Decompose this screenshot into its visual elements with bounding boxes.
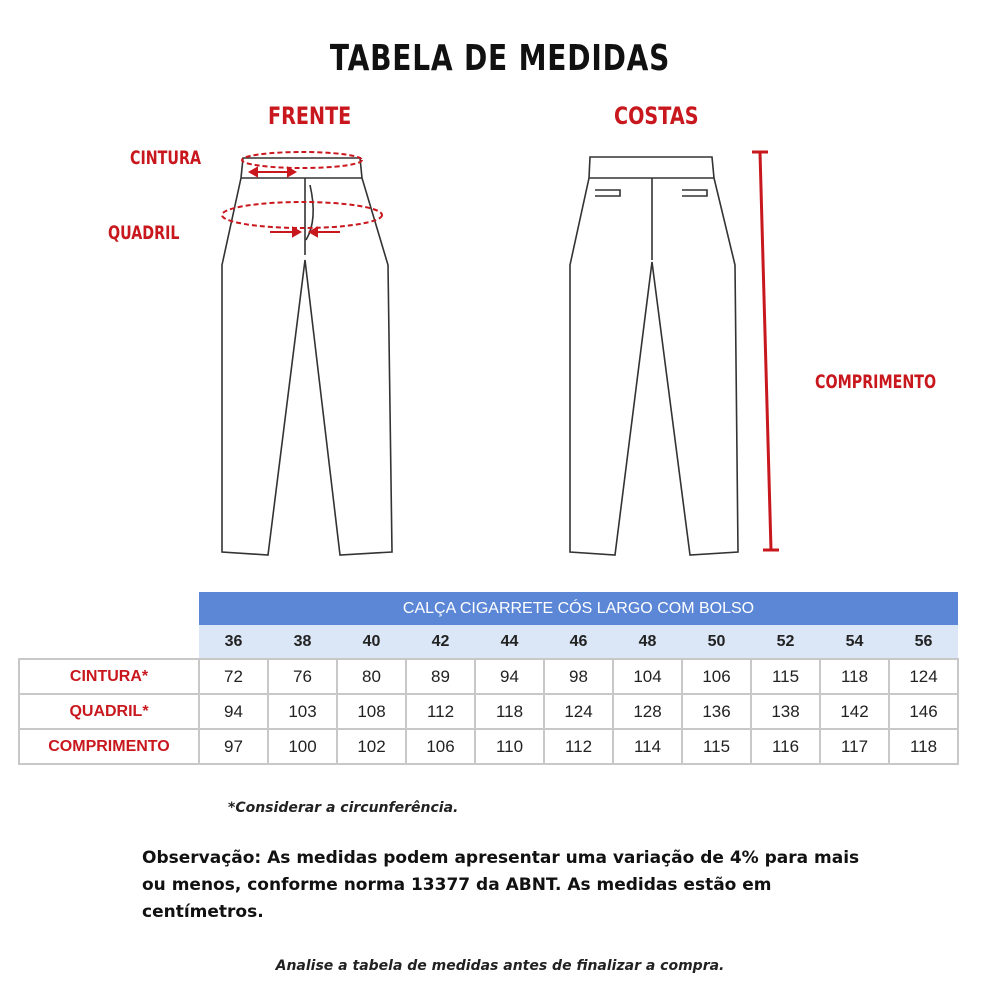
table-row: CINTURA* 72 76 80 89 94 98 104 106 115 118 124 (18, 658, 959, 695)
length-arrow (752, 150, 779, 552)
page-title: TABELA DE MEDIDAS (329, 38, 671, 79)
back-label: COSTAS (614, 102, 699, 130)
size-header: 56 (889, 625, 958, 659)
table-cell: 115 (681, 728, 752, 765)
size-header: 38 (268, 625, 337, 659)
table-cell: 142 (819, 693, 890, 730)
size-table: CALÇA CIGARRETE CÓS LARGO COM BOLSO 36 3… (18, 592, 959, 765)
table-cell: 102 (336, 728, 407, 765)
front-label: FRENTE (268, 102, 352, 130)
observation-text: Observação: As medidas podem apresentar … (142, 848, 860, 922)
length-label: COMPRIMENTO (815, 371, 937, 393)
footer-text: Analise a tabela de medidas antes de fin… (275, 958, 725, 974)
table-cell: 136 (681, 693, 752, 730)
table-title: CALÇA CIGARRETE CÓS LARGO COM BOLSO (199, 592, 958, 625)
table-cell: 112 (405, 693, 476, 730)
size-header: 54 (820, 625, 889, 659)
waist-label: CINTURA (130, 147, 201, 169)
front-pants-illustration (221, 157, 393, 556)
table-cell: 115 (750, 658, 821, 695)
table-cell: 124 (543, 693, 614, 730)
back-pants-illustration (569, 156, 739, 556)
table-cell: 146 (888, 693, 959, 730)
table-cell: 98 (543, 658, 614, 695)
table-cell: 104 (612, 658, 683, 695)
table-cell: 108 (336, 693, 407, 730)
table-cell: 72 (198, 658, 269, 695)
circumference-note: *Considerar a circunferência. (228, 800, 459, 816)
size-header: 46 (544, 625, 613, 659)
table-cell: 103 (267, 693, 338, 730)
table-cell: 116 (750, 728, 821, 765)
row-label: CINTURA* (18, 658, 200, 695)
size-header: 42 (406, 625, 475, 659)
table-cell: 94 (198, 693, 269, 730)
table-cell: 106 (681, 658, 752, 695)
table-cell: 80 (336, 658, 407, 695)
size-header: 48 (613, 625, 682, 659)
row-label: QUADRIL* (18, 693, 200, 730)
table-cell: 110 (474, 728, 545, 765)
table-cell: 128 (612, 693, 683, 730)
table-cell: 106 (405, 728, 476, 765)
table-row: QUADRIL* 94 103 108 112 118 124 128 136 138 142 146 (18, 693, 959, 730)
table-cell: 124 (888, 658, 959, 695)
table-cell: 114 (612, 728, 683, 765)
size-header: 40 (337, 625, 406, 659)
table-cell: 118 (888, 728, 959, 765)
table-row: COMPRIMENTO 97 100 102 106 110 112 114 115 116 117… (18, 728, 959, 765)
table-cell: 97 (198, 728, 269, 765)
row-label: COMPRIMENTO (18, 728, 200, 765)
pants-diagram (221, 150, 779, 556)
table-cell: 117 (819, 728, 890, 765)
table-cell: 118 (474, 693, 545, 730)
sizes-row: 36 38 40 42 44 46 48 50 52 54 56 (19, 625, 958, 659)
measure-lines (221, 151, 383, 229)
hip-label: QUADRIL (108, 222, 180, 244)
table-cell: 100 (267, 728, 338, 765)
size-header: 50 (682, 625, 751, 659)
table-cell: 118 (819, 658, 890, 695)
table-cell: 112 (543, 728, 614, 765)
table-cell: 89 (405, 658, 476, 695)
size-header: 52 (751, 625, 820, 659)
size-header: 44 (475, 625, 544, 659)
table-cell: 94 (474, 658, 545, 695)
table-cell: 76 (267, 658, 338, 695)
size-header: 36 (199, 625, 268, 659)
table-cell: 138 (750, 693, 821, 730)
